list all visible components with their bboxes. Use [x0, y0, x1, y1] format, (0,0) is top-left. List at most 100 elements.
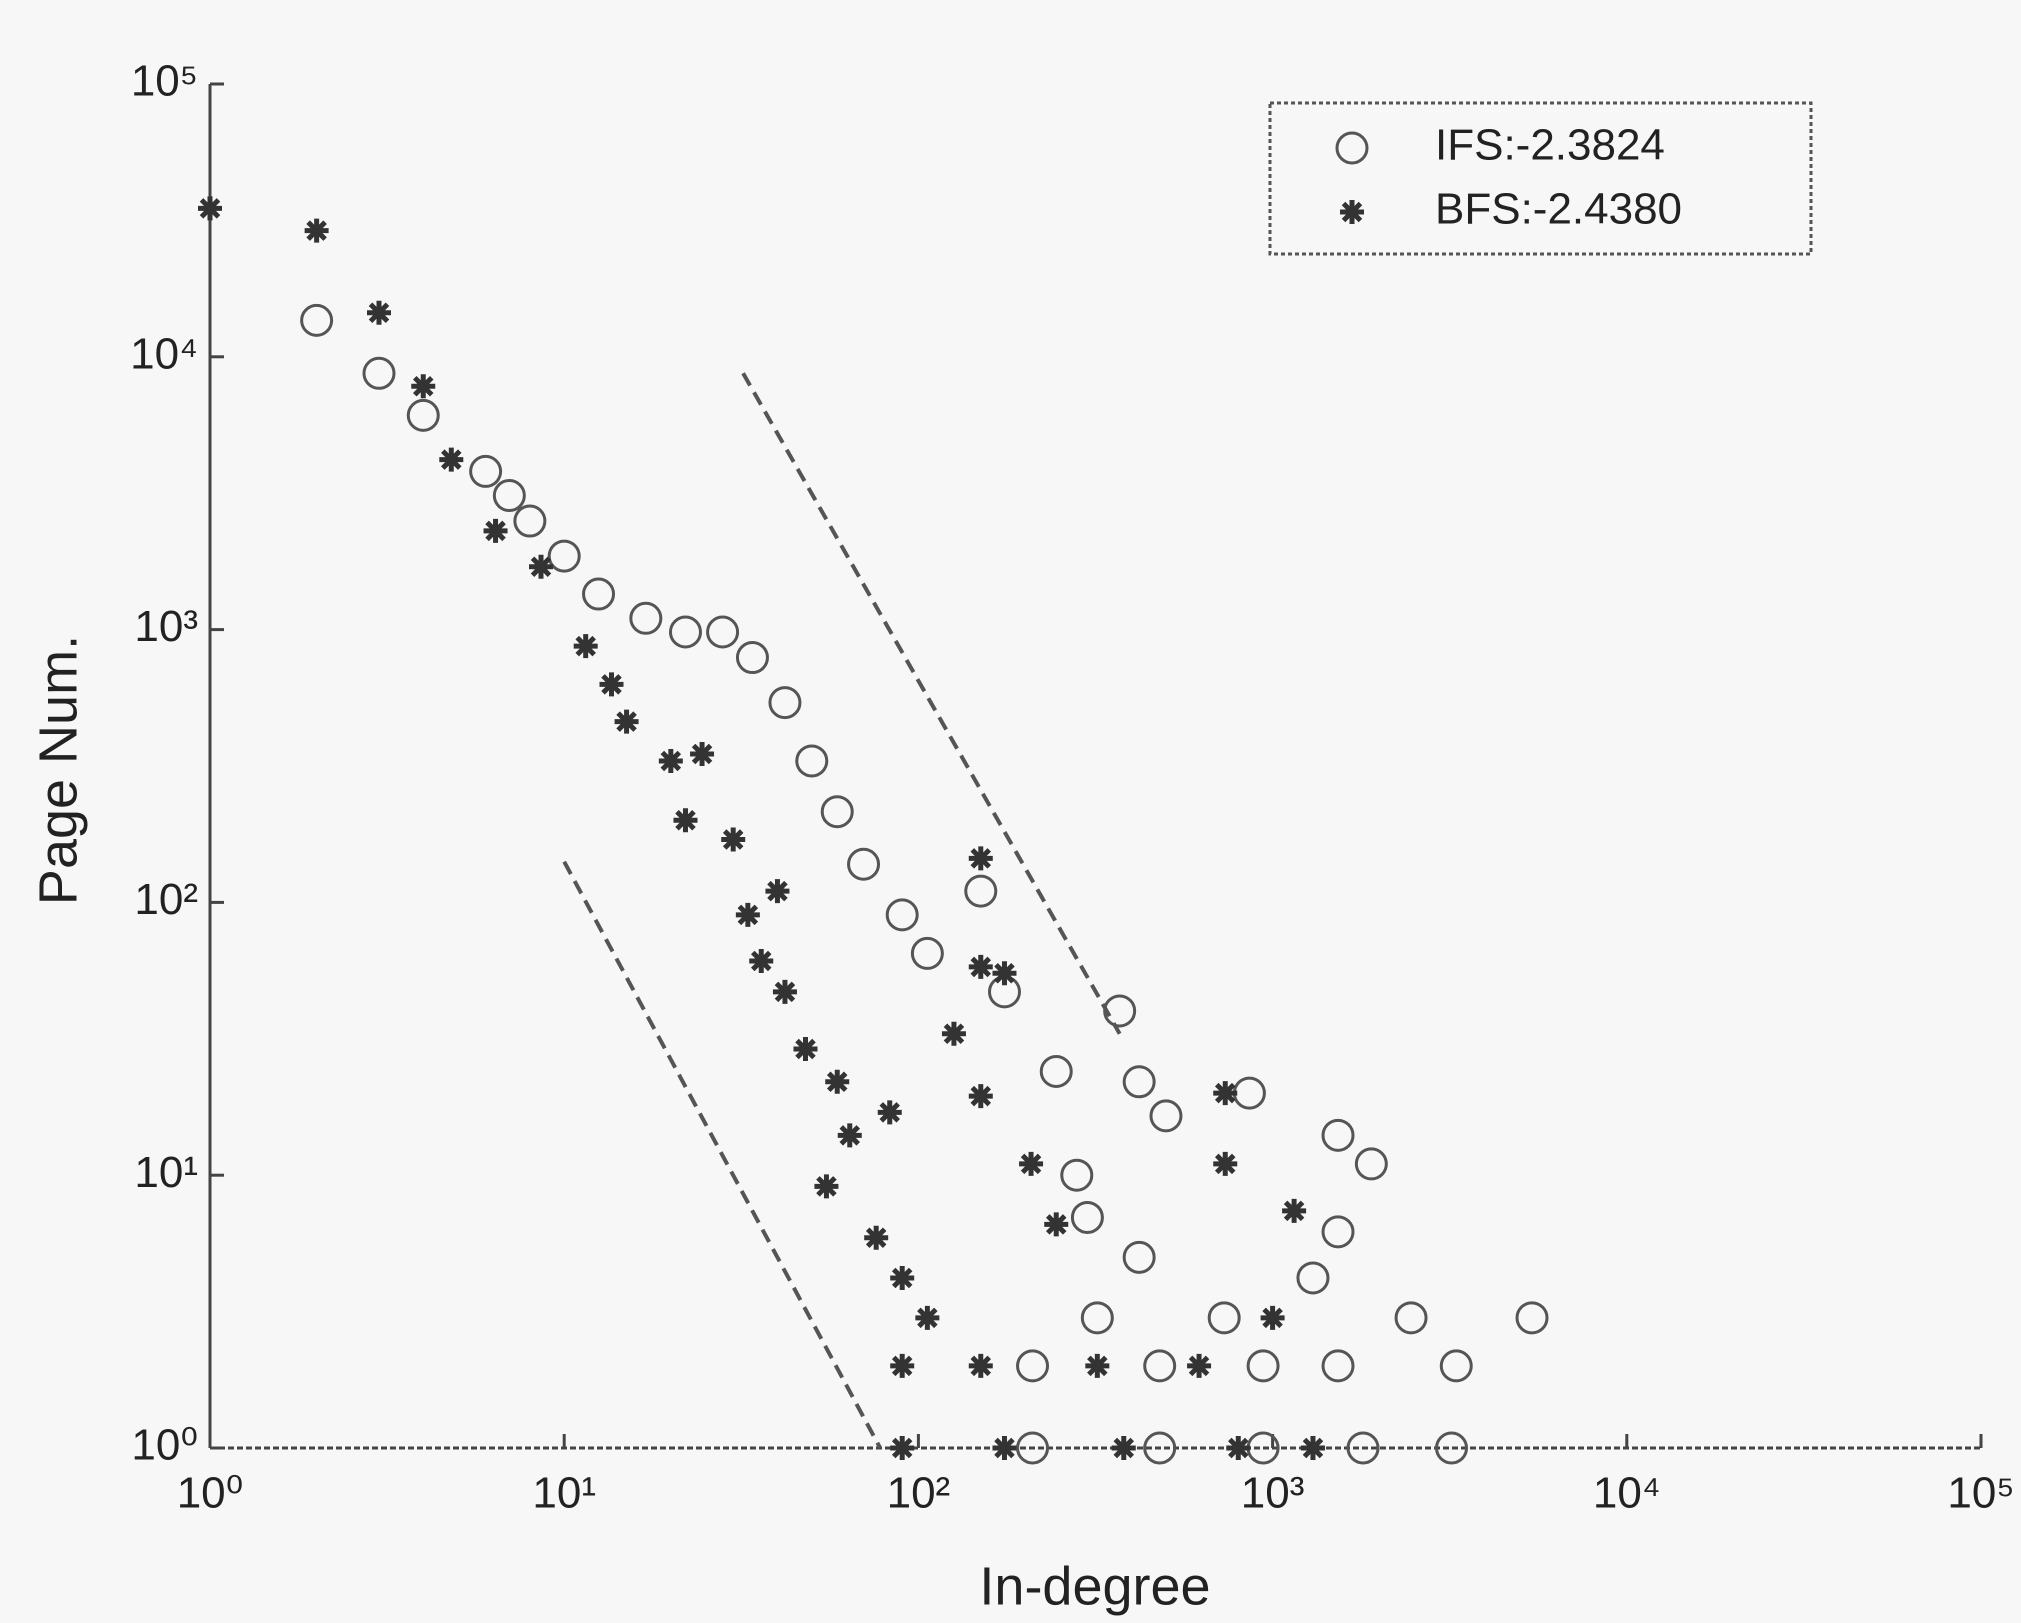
point	[1435, 1431, 1469, 1465]
point	[768, 686, 802, 720]
y-tick-label: 10²	[134, 875, 198, 924]
point	[1226, 1436, 1251, 1460]
point	[1060, 1158, 1094, 1192]
point	[690, 741, 715, 766]
point	[992, 1436, 1017, 1460]
point	[890, 1265, 915, 1290]
point	[915, 1305, 940, 1330]
legend-label: BFS:-2.4380	[1435, 185, 1682, 234]
point	[411, 374, 436, 399]
point	[1019, 1151, 1044, 1176]
point	[1213, 1151, 1238, 1176]
point	[1260, 1305, 1285, 1330]
point	[1282, 1198, 1307, 1223]
point	[820, 795, 854, 829]
point	[483, 518, 508, 543]
point	[1122, 1065, 1156, 1099]
point	[1207, 1301, 1241, 1335]
point	[968, 1353, 993, 1378]
point	[749, 948, 774, 973]
point	[1246, 1349, 1280, 1383]
point	[1439, 1349, 1473, 1383]
point	[1143, 1431, 1177, 1465]
point	[964, 874, 998, 908]
x-tick-label: 10³	[1241, 1469, 1305, 1518]
point	[668, 615, 702, 649]
point	[1143, 1349, 1177, 1383]
point	[1321, 1349, 1355, 1383]
point	[629, 601, 663, 635]
point	[1044, 1212, 1069, 1237]
point	[968, 846, 993, 871]
point	[1296, 1261, 1330, 1295]
y-axis-label: Page Num.	[28, 635, 88, 905]
point	[658, 748, 683, 773]
point	[406, 398, 440, 432]
y-tick-label: 10⁵	[131, 57, 198, 106]
point	[825, 1069, 850, 1094]
x-tick-label: 10¹	[532, 1469, 596, 1518]
x-tick-label: 10²	[887, 1469, 951, 1518]
point	[599, 672, 624, 697]
point	[968, 1084, 993, 1109]
point	[793, 1037, 818, 1062]
point	[877, 1100, 902, 1125]
point	[910, 936, 944, 970]
point	[300, 303, 334, 337]
legend-box	[1268, 101, 1813, 256]
point	[706, 615, 740, 649]
point	[1187, 1353, 1212, 1378]
point	[1149, 1099, 1183, 1133]
y-tick-label: 10¹	[134, 1148, 198, 1197]
point	[304, 218, 329, 243]
point	[1213, 1081, 1238, 1106]
point	[968, 954, 993, 979]
point	[547, 539, 581, 573]
point	[814, 1174, 839, 1199]
point	[1346, 1431, 1380, 1465]
point	[673, 808, 698, 833]
point	[1122, 1240, 1156, 1274]
y-tick-label: 10⁴	[130, 329, 198, 378]
point	[837, 1123, 862, 1148]
point	[614, 709, 639, 734]
point	[885, 898, 919, 932]
point	[735, 902, 760, 927]
point	[1321, 1118, 1355, 1152]
legend-label: IFS:-2.3824	[1435, 121, 1665, 170]
point	[582, 577, 616, 611]
point	[890, 1353, 915, 1378]
point	[362, 356, 396, 390]
x-tick-label: 10⁵	[1947, 1469, 2014, 1518]
reference-line	[562, 860, 882, 1449]
point	[1515, 1301, 1549, 1335]
point	[1070, 1200, 1104, 1234]
point	[941, 1021, 966, 1046]
point	[1321, 1215, 1355, 1249]
point	[1300, 1436, 1325, 1460]
point	[864, 1225, 889, 1250]
point	[992, 961, 1017, 986]
point	[1111, 1436, 1136, 1460]
point	[795, 744, 829, 778]
legend-marker	[1335, 131, 1369, 165]
point	[528, 554, 553, 579]
point	[492, 479, 526, 513]
point	[890, 1436, 915, 1460]
y-tick-label: 10³	[134, 602, 198, 651]
point	[439, 447, 464, 472]
point	[847, 847, 881, 881]
point	[772, 979, 797, 1004]
point	[1039, 1054, 1073, 1088]
x-axis-label: In-degree	[979, 1556, 1210, 1616]
point	[573, 634, 598, 659]
x-tick-label: 10⁴	[1593, 1469, 1661, 1518]
point	[198, 196, 222, 221]
point	[469, 454, 503, 488]
point	[1080, 1301, 1114, 1335]
point	[735, 641, 769, 675]
point	[765, 879, 790, 904]
point	[1103, 994, 1137, 1028]
